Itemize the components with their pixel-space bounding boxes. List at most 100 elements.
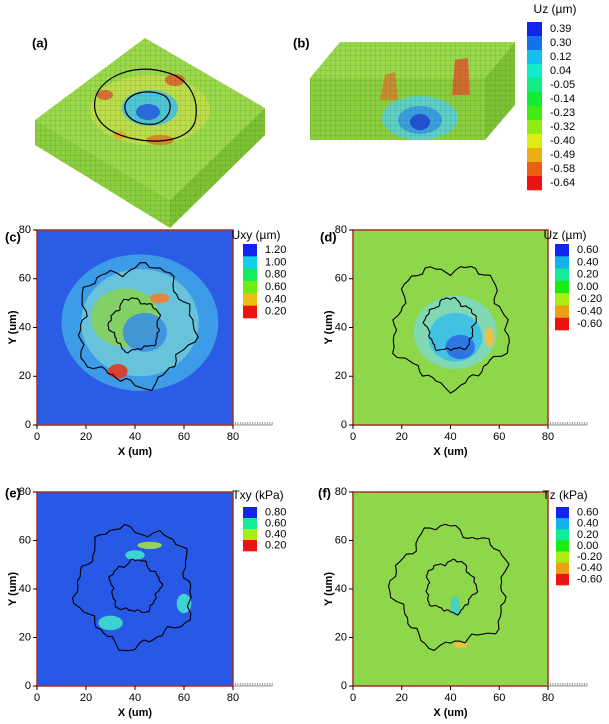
y-tick-label: 0 bbox=[25, 680, 31, 692]
y-tick-label: 40 bbox=[19, 321, 31, 333]
colorbar-tick-label: 0.40 bbox=[265, 528, 286, 540]
colorbar-swatch bbox=[243, 540, 257, 552]
x-tick-label: 80 bbox=[542, 431, 554, 443]
y-tick-label: 60 bbox=[19, 534, 31, 546]
panel-label: (b) bbox=[293, 35, 310, 50]
surface-a: (a) bbox=[32, 35, 265, 228]
colorbar-swatch bbox=[555, 256, 569, 269]
colorbar-tick-label: -0.23 bbox=[550, 107, 575, 119]
colorbar-tick-label: 0.40 bbox=[577, 256, 598, 268]
x-tick-label: 40 bbox=[444, 692, 456, 704]
colorbar-swatch bbox=[243, 293, 257, 306]
colorbar-tick-label: -0.60 bbox=[577, 318, 602, 330]
panel-label: (c) bbox=[5, 229, 21, 244]
colorbar-tick-label: -0.32 bbox=[550, 121, 575, 133]
y-tick-label: 80 bbox=[335, 486, 347, 498]
x-axis-label: X (um) bbox=[118, 446, 153, 458]
colorbar-swatch bbox=[527, 176, 542, 191]
panel-label: (d) bbox=[320, 229, 337, 244]
y-tick-label: 80 bbox=[19, 486, 31, 498]
colorbar-swatch bbox=[243, 268, 257, 282]
colorbar-swatch bbox=[556, 562, 569, 575]
y-tick-label: 20 bbox=[19, 631, 31, 643]
x-tick-label: 0 bbox=[34, 431, 40, 443]
colorbar-tick-label: -0.60 bbox=[577, 573, 602, 585]
nucleus-outline bbox=[107, 297, 162, 354]
colorbar-tick-label: -0.40 bbox=[550, 135, 575, 147]
x-tick-label: 40 bbox=[129, 692, 141, 704]
colorbar-tick-label: -0.49 bbox=[550, 149, 575, 161]
colorbar-tick-label: 0.04 bbox=[550, 65, 571, 77]
y-tick-label: 60 bbox=[19, 273, 31, 285]
x-axis-label: X (um) bbox=[433, 707, 468, 719]
nucleus-outline bbox=[422, 297, 477, 352]
y-tick-label: 40 bbox=[335, 321, 347, 333]
colorbar-swatch bbox=[527, 92, 542, 107]
colorbar-swatch bbox=[527, 120, 542, 135]
colorbar-swatch bbox=[556, 507, 569, 519]
colorbar-swatch bbox=[527, 162, 542, 177]
colorbar-swatch bbox=[527, 64, 542, 79]
y-tick-label: 0 bbox=[25, 419, 31, 431]
colorbar-tick-label: 0.80 bbox=[265, 506, 286, 518]
y-axis-label: Y (um) bbox=[7, 572, 19, 606]
y-tick-label: 0 bbox=[341, 419, 347, 431]
colorbar-tick-label: 0.30 bbox=[550, 37, 571, 49]
colorbar-tick-label: 0.12 bbox=[550, 51, 571, 63]
y-tick-label: 0 bbox=[341, 680, 347, 692]
x-tick-label: 0 bbox=[34, 692, 40, 704]
colorbar-tick-label: 1.00 bbox=[265, 256, 286, 268]
colorbar-tick-label: 0.60 bbox=[577, 506, 598, 518]
x-tick-label: 60 bbox=[493, 692, 505, 704]
colorbar-tick-label: 0.39 bbox=[550, 23, 571, 35]
x-tick-label: 0 bbox=[350, 431, 356, 443]
nucleus-outline bbox=[108, 558, 164, 614]
field-patch bbox=[125, 550, 145, 560]
field-patch bbox=[108, 364, 128, 379]
x-tick-label: 20 bbox=[80, 431, 92, 443]
cell-outline bbox=[77, 262, 199, 392]
field bbox=[37, 492, 233, 686]
colorbar-swatch bbox=[556, 573, 569, 586]
field-patch bbox=[176, 593, 192, 614]
x-tick-label: 40 bbox=[444, 431, 456, 443]
x-axis-label: X (um) bbox=[118, 707, 153, 719]
colorbar-swatch bbox=[556, 540, 569, 552]
colorbar-tick-label: 0.60 bbox=[265, 517, 286, 529]
colorbar-swatch bbox=[527, 106, 542, 121]
x-tick-label: 20 bbox=[396, 431, 408, 443]
y-tick-label: 40 bbox=[19, 583, 31, 595]
field-patch bbox=[445, 334, 475, 360]
y-tick-label: 80 bbox=[335, 224, 347, 236]
colorbar-tick-label: -0.40 bbox=[577, 305, 602, 317]
cell-outline bbox=[388, 523, 510, 652]
colorbar-swatch bbox=[243, 305, 257, 319]
colorbar-tick-label: 0.00 bbox=[577, 540, 598, 552]
colorbar-swatch bbox=[555, 268, 569, 282]
x-tick-label: 40 bbox=[129, 431, 141, 443]
surface-b: (b) bbox=[293, 35, 515, 140]
colorbar-swatch bbox=[555, 293, 569, 306]
colorbar-swatch bbox=[556, 551, 569, 564]
colorbar-swatch bbox=[556, 529, 569, 541]
colorbar-swatch bbox=[527, 22, 542, 37]
x-tick-label: 20 bbox=[80, 692, 92, 704]
colorbar-tick-label: 0.80 bbox=[265, 269, 286, 281]
colorbar-swatch bbox=[527, 36, 542, 51]
colorbar-swatch bbox=[555, 305, 569, 319]
colorbar-title: Uz (µm) bbox=[544, 228, 587, 242]
colorbar-swatch bbox=[555, 317, 569, 331]
colorbar-swatch bbox=[243, 507, 257, 519]
colorbar-tick-label: 0.40 bbox=[265, 293, 286, 305]
colorbar-tick-label: 0.60 bbox=[265, 281, 286, 293]
colorbar-tick-label: -0.20 bbox=[577, 551, 602, 563]
x-tick-label: 60 bbox=[493, 431, 505, 443]
field-patch bbox=[484, 327, 495, 347]
colorbar-swatch bbox=[555, 244, 569, 257]
colorbar-swatch bbox=[555, 280, 569, 294]
y-tick-label: 20 bbox=[335, 631, 347, 643]
y-axis-label: Y (um) bbox=[323, 310, 335, 344]
x-tick-label: 80 bbox=[227, 431, 239, 443]
field-patch bbox=[149, 293, 170, 304]
